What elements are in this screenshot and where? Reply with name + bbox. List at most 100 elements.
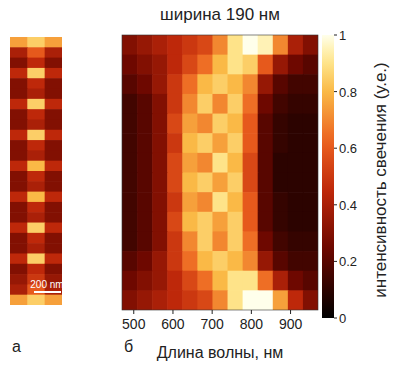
cell — [258, 231, 274, 251]
cell — [122, 94, 138, 114]
cell — [45, 243, 62, 254]
cell — [45, 202, 62, 213]
cell — [258, 133, 274, 153]
cell — [228, 212, 244, 232]
cell — [137, 290, 153, 310]
cell — [182, 55, 198, 75]
cell — [45, 264, 62, 275]
cell — [27, 37, 45, 48]
cell — [10, 89, 28, 100]
cell — [273, 35, 289, 55]
cell — [273, 290, 289, 310]
cell — [10, 181, 28, 192]
cell — [137, 35, 153, 55]
cell — [258, 94, 274, 114]
cell — [303, 133, 318, 153]
cell — [137, 251, 153, 271]
cell — [10, 202, 28, 213]
cell — [27, 202, 45, 213]
cell — [273, 133, 289, 153]
cell — [167, 74, 183, 94]
cell — [212, 192, 228, 212]
cell — [197, 212, 213, 232]
cell — [152, 173, 168, 193]
cell — [27, 150, 45, 161]
colorbar-tick — [334, 35, 337, 36]
cell — [137, 74, 153, 94]
cell — [167, 212, 183, 232]
cell — [212, 153, 228, 173]
cell — [152, 212, 168, 232]
cell — [228, 94, 244, 114]
cell — [288, 271, 304, 291]
cell — [288, 94, 304, 114]
cell — [197, 290, 213, 310]
cell — [10, 192, 28, 203]
cell — [137, 133, 153, 153]
cell — [197, 55, 213, 75]
cell — [182, 192, 198, 212]
cell — [228, 133, 244, 153]
cell — [273, 212, 289, 232]
cell — [197, 251, 213, 271]
cell — [243, 153, 259, 173]
cell — [212, 74, 228, 94]
cell — [273, 192, 289, 212]
panel-label: а — [12, 338, 21, 355]
cell — [212, 251, 228, 271]
cell — [152, 94, 168, 114]
cell — [27, 295, 45, 305]
cell — [10, 78, 28, 89]
cell — [10, 264, 28, 275]
cell — [182, 74, 198, 94]
cell — [152, 35, 168, 55]
cell — [212, 231, 228, 251]
cell — [182, 94, 198, 114]
cell — [122, 114, 138, 134]
cell — [10, 109, 28, 120]
cell — [10, 37, 28, 48]
cell — [27, 68, 45, 79]
cell — [243, 133, 259, 153]
cell — [243, 35, 259, 55]
cell — [243, 192, 259, 212]
cell — [10, 68, 28, 79]
cell — [10, 47, 28, 58]
cell — [122, 74, 138, 94]
panel-label: б — [124, 338, 133, 355]
colorbar-tick-label: 0.8 — [339, 85, 357, 100]
x-tick-label: 600 — [161, 316, 185, 332]
cell — [243, 74, 259, 94]
cell — [303, 94, 318, 114]
cell — [10, 99, 28, 110]
cell — [137, 231, 153, 251]
cell — [212, 35, 228, 55]
cell — [303, 212, 318, 232]
cell — [10, 140, 28, 151]
cell — [152, 271, 168, 291]
colorbar-tick-label: 0.2 — [339, 254, 357, 269]
cell — [258, 173, 274, 193]
cell — [288, 55, 304, 75]
cell — [303, 55, 318, 75]
colorbar-tick — [334, 91, 337, 92]
cells — [122, 35, 318, 310]
cell — [45, 58, 62, 69]
cell — [27, 109, 45, 120]
cell — [303, 173, 318, 193]
cell — [182, 251, 198, 271]
x-tick — [212, 310, 213, 314]
cell — [122, 192, 138, 212]
cell — [258, 55, 274, 75]
cell — [45, 99, 62, 110]
cell — [212, 114, 228, 134]
cell — [27, 47, 45, 58]
cell — [10, 150, 28, 161]
cell — [228, 251, 244, 271]
cell — [228, 192, 244, 212]
cell — [10, 212, 28, 223]
cell — [10, 161, 28, 172]
cell — [27, 264, 45, 275]
cell — [45, 78, 62, 89]
cell — [27, 181, 45, 192]
